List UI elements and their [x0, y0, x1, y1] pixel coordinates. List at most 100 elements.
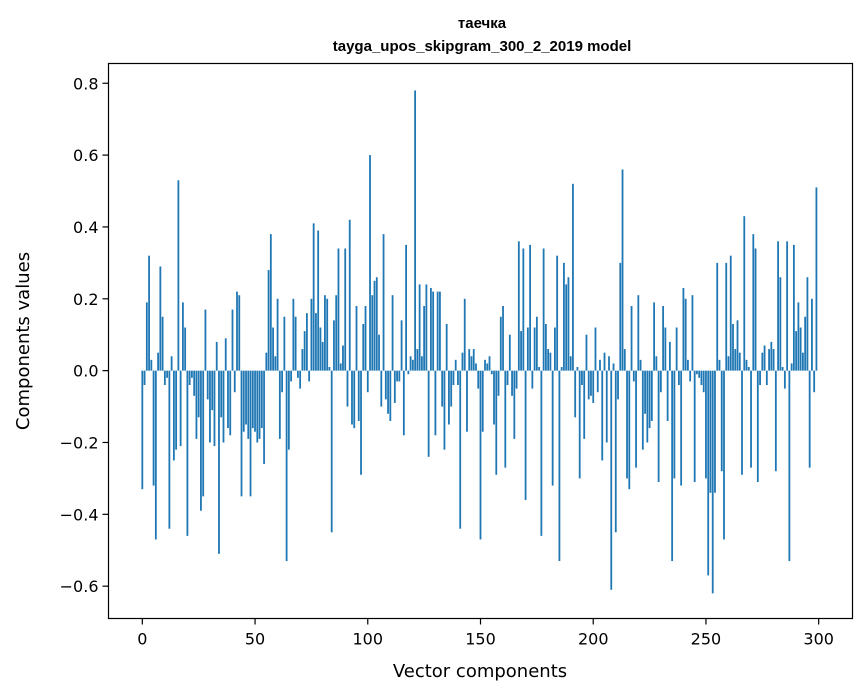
bar	[709, 370, 712, 493]
bar	[326, 298, 329, 371]
bar	[655, 356, 658, 371]
bar	[799, 327, 802, 371]
bar	[599, 359, 601, 371]
bar	[777, 241, 779, 371]
bar	[617, 370, 619, 400]
bar	[233, 370, 236, 393]
bar	[732, 323, 734, 371]
bar	[504, 370, 507, 468]
bar	[373, 280, 376, 371]
bar	[538, 367, 541, 371]
bar	[488, 356, 491, 371]
bar	[362, 323, 365, 371]
bar	[522, 248, 525, 371]
chart-subtitle: tayga_upos_skipgram_300_2_2019 model	[333, 38, 632, 55]
bar	[195, 370, 198, 439]
bar	[213, 370, 216, 447]
x-axis-ticks: 0 50 100 150 200 250 300	[137, 618, 834, 649]
bar	[425, 284, 428, 371]
bar	[529, 244, 531, 371]
bar	[574, 370, 577, 418]
bar	[182, 302, 184, 371]
bar	[711, 370, 714, 594]
bar	[218, 370, 220, 554]
bar	[357, 370, 360, 421]
bar	[339, 363, 342, 371]
bar	[145, 302, 148, 371]
bar	[754, 248, 757, 371]
bar	[251, 370, 254, 429]
bar	[405, 244, 407, 371]
x-tick-label: 0	[137, 630, 147, 649]
y-axis-label: Components values	[13, 252, 34, 430]
bar	[556, 255, 559, 371]
bar	[811, 298, 813, 371]
bar	[475, 363, 477, 371]
bar	[310, 298, 313, 371]
bar	[806, 277, 809, 371]
bar	[143, 370, 146, 386]
bar	[696, 370, 698, 375]
bar	[245, 370, 247, 425]
bar	[265, 352, 268, 371]
bar	[659, 370, 662, 393]
bar	[420, 356, 423, 371]
bar	[308, 370, 311, 382]
bar	[285, 370, 288, 562]
bar	[315, 313, 317, 371]
bar	[560, 367, 563, 371]
bar	[409, 356, 412, 371]
bar	[815, 187, 818, 371]
bar	[612, 363, 615, 371]
bar	[741, 370, 743, 475]
bar	[360, 370, 362, 475]
bar	[770, 341, 773, 371]
bar	[159, 266, 162, 371]
bar	[745, 359, 748, 371]
bar	[813, 370, 816, 393]
bar	[499, 316, 502, 371]
bar	[761, 352, 764, 371]
bar	[623, 349, 626, 371]
bar	[768, 349, 770, 371]
bar	[802, 352, 804, 371]
bar	[321, 341, 324, 371]
bar	[276, 298, 279, 371]
bar	[576, 367, 579, 371]
y-tick-label: 0.2	[73, 290, 98, 309]
x-tick-label: 50	[245, 630, 265, 649]
bar	[396, 370, 398, 382]
bar	[256, 370, 259, 443]
bar	[630, 305, 633, 371]
bar	[734, 349, 737, 371]
bar	[344, 248, 347, 371]
bar	[141, 370, 144, 490]
bar	[804, 316, 807, 371]
bar	[269, 234, 272, 371]
bar	[626, 370, 628, 479]
bar	[312, 223, 315, 371]
bar	[209, 370, 211, 443]
bar	[752, 234, 755, 371]
bar	[662, 305, 665, 371]
bar	[197, 370, 200, 418]
bar	[317, 230, 320, 371]
bar	[333, 320, 335, 371]
bar	[175, 370, 178, 450]
bar	[700, 370, 703, 386]
bar	[484, 359, 486, 371]
bar	[161, 316, 164, 371]
bar	[398, 370, 401, 382]
bar	[430, 288, 432, 371]
bar	[296, 370, 299, 378]
bar	[179, 370, 182, 447]
bar	[644, 370, 646, 414]
bar	[439, 291, 441, 371]
bar	[639, 359, 642, 371]
bar	[502, 305, 504, 371]
bar	[220, 370, 223, 418]
bar	[364, 305, 367, 371]
bar	[549, 352, 552, 371]
x-tick-label: 300	[803, 630, 834, 649]
bar	[292, 298, 295, 371]
